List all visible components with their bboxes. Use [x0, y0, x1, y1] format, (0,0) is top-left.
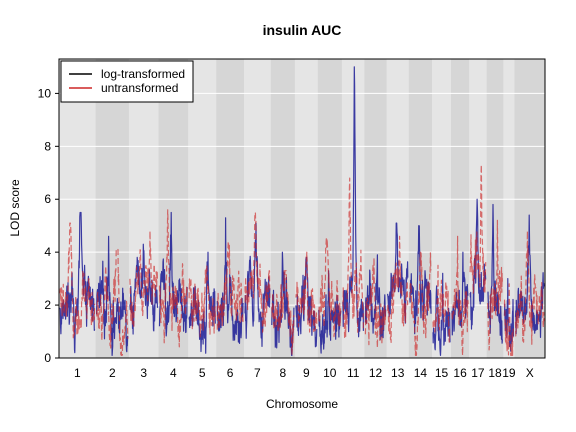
- x-tick-label-chr-2: 2: [109, 366, 116, 380]
- x-axis-label: Chromosome: [266, 397, 338, 411]
- x-tick-label-chr-12: 12: [369, 366, 383, 380]
- x-tick-label-chr-6: 6: [227, 366, 234, 380]
- x-tick-label-chr-5: 5: [199, 366, 206, 380]
- x-tick-label-chr-18: 18: [488, 366, 502, 380]
- y-tick-label-6: 6: [44, 192, 51, 206]
- x-tick-label-chr-4: 4: [170, 366, 177, 380]
- lod-curves: [59, 66, 545, 356]
- x-tick-label-chr-14: 14: [414, 366, 428, 380]
- x-tick-label-chr-10: 10: [323, 366, 337, 380]
- y-tick-label-2: 2: [44, 298, 51, 312]
- x-tick-label-chr-X: X: [526, 366, 534, 380]
- x-tick-label-chr-3: 3: [140, 366, 147, 380]
- x-tick-label-chr-7: 7: [254, 366, 261, 380]
- y-axis-ticks: 0 2 4 6 8 10: [38, 86, 59, 365]
- x-tick-label-chr-1: 1: [74, 366, 81, 380]
- y-tick-label-10: 10: [38, 86, 52, 100]
- panel-border: [58, 58, 546, 359]
- y-tick-label-8: 8: [44, 139, 51, 153]
- chromosome-band-18: [486, 59, 504, 358]
- x-tick-label-chr-19: 19: [502, 366, 516, 380]
- x-tick-label-chr-15: 15: [435, 366, 449, 380]
- x-tick-label-chr-8: 8: [280, 366, 287, 380]
- x-tick-label-chr-9: 9: [303, 366, 310, 380]
- y-tick-label-0: 0: [44, 351, 51, 365]
- y-axis-label: LOD score: [8, 179, 22, 237]
- legend-label-0: log-transformed: [101, 67, 185, 81]
- y-tick-label-4: 4: [44, 245, 51, 259]
- x-tick-label-chr-17: 17: [471, 366, 485, 380]
- series-line-untransformed: [59, 164, 545, 356]
- chart-title: insulin AUC: [263, 22, 342, 38]
- legend-label-1: untransformed: [101, 81, 178, 95]
- x-tick-label-chr-16: 16: [453, 366, 467, 380]
- x-axis-ticks: 1 2 3 4 5 6 7 8 9 10 11 12 13 14 15 16 17 18 19 X: [74, 366, 534, 380]
- x-tick-label-chr-13: 13: [391, 366, 405, 380]
- legend-box: [60, 60, 194, 103]
- x-tick-label-chr-11: 11: [347, 366, 360, 380]
